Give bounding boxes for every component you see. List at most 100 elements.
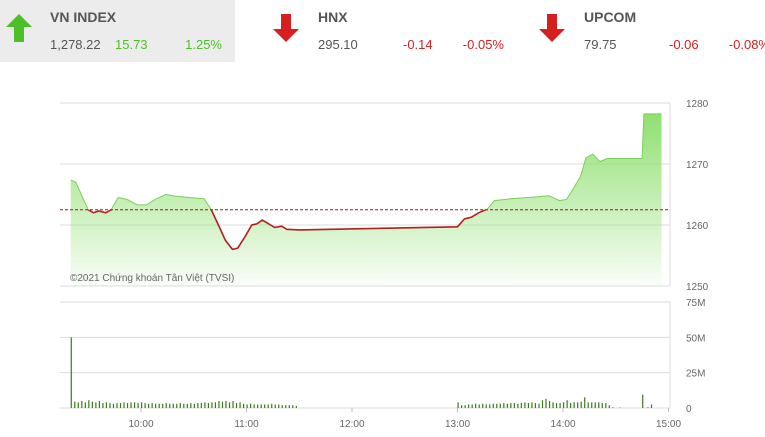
volume-bar: [471, 404, 473, 408]
time-tick-label: 11:00: [234, 419, 259, 430]
volume-bar: [77, 402, 79, 408]
volume-bar: [292, 405, 294, 408]
arrow-up-icon: [6, 14, 32, 42]
volume-bar: [584, 397, 586, 408]
index-tile-upcom[interactable]: UPCOM 79.75 -0.06 -0.08%: [534, 0, 765, 62]
volume-bar: [605, 403, 607, 408]
volume-bar: [475, 403, 477, 408]
volume-bar: [538, 403, 540, 408]
volume-bar: [506, 403, 508, 408]
arrow-down-icon: [273, 14, 299, 42]
index-percent: 1.25%: [185, 37, 222, 52]
index-value: 295.10: [318, 37, 358, 52]
volume-bar: [264, 404, 266, 408]
volume-bar: [183, 403, 185, 408]
volume-bar: [214, 402, 217, 408]
volume-bar: [172, 403, 174, 408]
volume-bar: [70, 337, 72, 408]
volume-bar: [541, 400, 544, 408]
volume-bar: [239, 402, 241, 408]
volume-bar: [116, 403, 118, 408]
volume-bar: [242, 403, 245, 408]
volume-bar: [74, 401, 76, 408]
index-value: 1,278.22: [50, 37, 101, 52]
volume-tick-label: 75M: [686, 298, 705, 309]
time-tick-label: 12:00: [339, 419, 364, 430]
volume-bar: [112, 403, 115, 408]
volume-bar: [144, 403, 146, 408]
volume-bar: [190, 403, 192, 408]
volume-bar: [457, 402, 459, 408]
volume-tick-label: 0: [686, 404, 692, 415]
volume-bar: [204, 402, 206, 408]
time-tick-label: 14:00: [550, 419, 575, 430]
volume-bar: [193, 403, 195, 408]
volume-bar: [577, 402, 579, 408]
index-name: VN INDEX: [50, 9, 117, 25]
price-tick-label: 1260: [686, 221, 709, 232]
index-change: 15.73: [115, 37, 148, 52]
price-line-below-reference: [87, 209, 488, 251]
volume-bar: [221, 401, 224, 408]
volume-bar: [642, 394, 644, 408]
volume-bar: [534, 403, 537, 408]
volume-bar: [513, 403, 515, 408]
volume-bar: [246, 404, 248, 408]
volume-bar: [95, 402, 97, 408]
index-percent: -0.08%: [728, 37, 765, 52]
volume-bar: [169, 403, 171, 408]
volume-bar: [478, 404, 480, 408]
volume-bar: [151, 403, 153, 408]
volume-bar: [545, 398, 547, 408]
volume-bar: [285, 405, 287, 408]
volume-bar: [573, 402, 575, 408]
volume-bar: [98, 400, 100, 408]
volume-bar: [137, 403, 139, 408]
volume-bar: [482, 403, 484, 408]
volume-bar: [253, 404, 255, 408]
volume-bar: [257, 404, 259, 408]
volume-bar: [274, 404, 276, 408]
index-tile-vn-index[interactable]: VN INDEX 1,278.22 15.73 1.25%: [0, 0, 235, 62]
volume-bar: [563, 402, 565, 408]
volume-tick-label: 25M: [686, 369, 705, 380]
index-tile-hnx[interactable]: HNX 295.10 -0.14 -0.05%: [268, 0, 523, 62]
volume-bar: [155, 403, 157, 408]
volume-bar: [464, 405, 466, 408]
volume-bar: [510, 403, 512, 408]
price-tick-label: 1250: [686, 282, 709, 293]
index-name: HNX: [318, 9, 348, 25]
volume-bar: [461, 405, 463, 408]
volume-bar: [158, 403, 160, 408]
volume-bar: [601, 403, 603, 408]
time-tick-label: 15:00: [656, 419, 681, 430]
volume-bar: [271, 403, 273, 408]
time-tick-label: 10:00: [128, 419, 153, 430]
volume-bar: [102, 403, 104, 408]
volume-bar: [105, 402, 108, 408]
index-percent: -0.05%: [462, 37, 504, 52]
index-name: UPCOM: [584, 9, 637, 25]
volume-bar: [267, 404, 269, 408]
volume-bar: [91, 401, 93, 408]
volume-bar: [123, 402, 125, 408]
volume-bar: [531, 402, 533, 408]
volume-bar: [200, 403, 202, 408]
volume-bar: [197, 403, 199, 408]
volume-bar: [559, 403, 561, 408]
price-area: [70, 113, 662, 287]
volume-bar: [228, 402, 231, 408]
volume-bar: [162, 403, 164, 408]
volume-bar: [492, 403, 494, 408]
volume-bar: [527, 403, 530, 408]
index-value: 79.75: [584, 37, 617, 52]
time-tick-label: 13:00: [445, 419, 470, 430]
volume-bar: [499, 403, 501, 408]
volume-bar: [225, 400, 227, 408]
volume-bar: [647, 407, 649, 408]
volume-bar: [580, 401, 582, 408]
volume-bar: [176, 403, 178, 408]
volume-bar: [468, 404, 470, 408]
volume-bar: [235, 403, 238, 408]
